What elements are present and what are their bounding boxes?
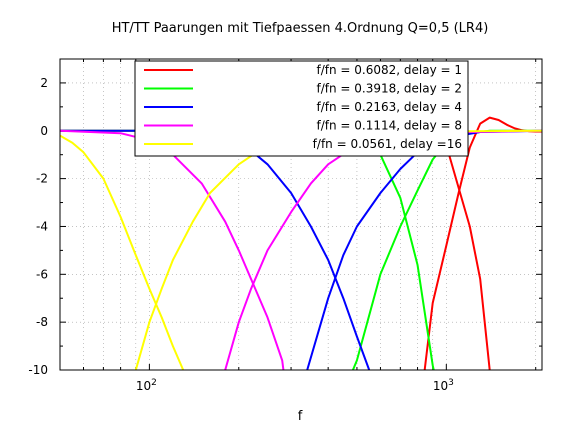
legend: f/fn = 0.6082, delay = 1 f/fn = 0.3918, d…: [134, 60, 469, 157]
y-tick-label: -2: [36, 172, 48, 186]
legend-label: f/fn = 0.2163, delay = 4: [316, 100, 462, 114]
x-tick-label: 102: [136, 378, 157, 393]
plot-frame: [59, 58, 543, 371]
y-tick-label: -6: [36, 267, 48, 281]
axis-tick-labels: 2 0 -2 -4 -6 -8 -10 102 103: [28, 76, 453, 393]
x-axis-label: f: [298, 409, 303, 424]
y-tick-label: 0: [40, 124, 48, 138]
legend-label: f/fn = 0.6082, delay = 1: [316, 63, 462, 77]
chart-title: HT/TT Paarungen mit Tiefpaessen 4.Ordnun…: [112, 21, 489, 36]
legend-label: f/fn = 0.3918, delay = 2: [316, 82, 462, 96]
y-tick-label: -4: [36, 219, 48, 233]
y-tick-label: 2: [40, 76, 48, 90]
x-tick-label: 103: [433, 378, 454, 393]
series-line: [60, 134, 185, 370]
legend-label: f/fn = 0.0561, delay =16: [313, 137, 462, 151]
legend-box: [134, 60, 469, 157]
legend-label: f/fn = 0.1114, delay = 8: [316, 119, 462, 133]
y-tick-label: -8: [36, 315, 48, 329]
y-tick-label: -10: [28, 363, 48, 377]
